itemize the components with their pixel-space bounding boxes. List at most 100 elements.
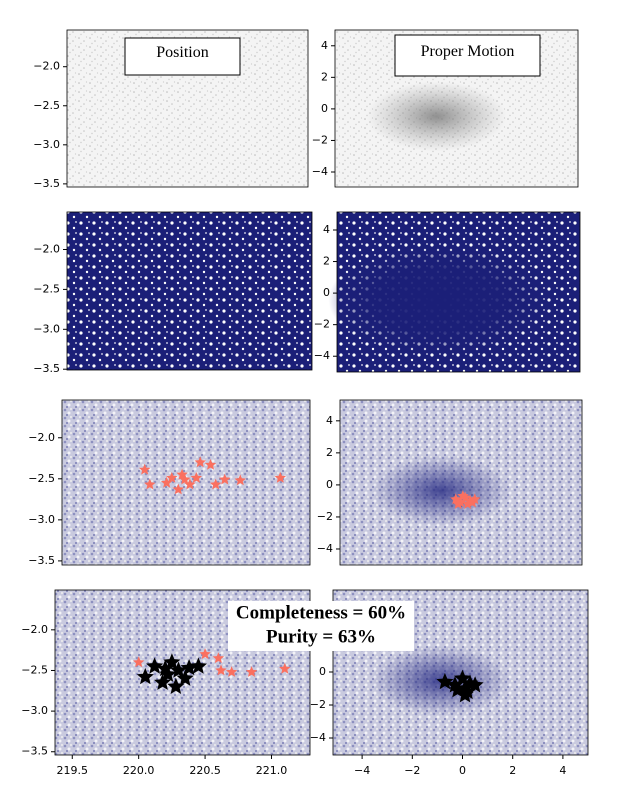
x-tick-label: 220.5 bbox=[189, 764, 221, 777]
density-core bbox=[371, 455, 511, 526]
star-point bbox=[167, 677, 185, 694]
panel: 4 2 0 −2 −4 Proper Motion bbox=[312, 29, 579, 188]
star-point bbox=[450, 493, 462, 505]
density-core bbox=[328, 245, 549, 355]
y-tick-label: −3.5 bbox=[21, 745, 48, 758]
y-tick-label: −4 bbox=[317, 542, 333, 555]
y-tick-label: −4 bbox=[312, 165, 328, 178]
panel: −2.0 −2.5 −3.0 −3.5 bbox=[33, 211, 313, 375]
y-tick-label: −2.5 bbox=[28, 472, 55, 485]
star-point bbox=[462, 498, 474, 509]
axes-frame bbox=[66, 211, 313, 371]
purity: Purity = 63% bbox=[266, 626, 376, 647]
star-point bbox=[176, 669, 194, 686]
y-tick-label: 2 bbox=[326, 446, 333, 459]
x-tick-label: −4 bbox=[354, 764, 370, 777]
star-point bbox=[464, 494, 476, 506]
point-cloud bbox=[67, 212, 312, 370]
star-point bbox=[139, 463, 151, 475]
y-tick-label: −3.5 bbox=[33, 362, 60, 375]
panel: −2.0 −2.5 −3.0 −3.5 bbox=[28, 399, 311, 567]
star-point bbox=[176, 468, 188, 480]
axes-frame bbox=[66, 29, 309, 188]
y-tick-label: −2.5 bbox=[33, 282, 60, 295]
y-tick-label: −2.5 bbox=[33, 99, 60, 112]
y-tick-label: −3.0 bbox=[21, 704, 48, 717]
title-box bbox=[124, 37, 241, 76]
star-point bbox=[466, 496, 479, 508]
y-tick-label: −3.0 bbox=[33, 322, 60, 335]
y-tick-label: 2 bbox=[323, 255, 330, 268]
y-tick-label: −2 bbox=[312, 133, 328, 146]
star-point bbox=[160, 476, 173, 488]
axes-frame bbox=[336, 211, 581, 373]
y-tick-label: −3.5 bbox=[33, 177, 60, 190]
star-point bbox=[454, 496, 467, 508]
star-point bbox=[245, 666, 258, 677]
star-point bbox=[215, 664, 227, 676]
y-tick-label: 4 bbox=[321, 39, 328, 52]
y-tick-label: −2 bbox=[317, 510, 333, 523]
star-point bbox=[179, 473, 191, 485]
star-point bbox=[163, 653, 181, 670]
panel-title: Proper Motion bbox=[421, 43, 515, 60]
star-point bbox=[190, 472, 202, 483]
star-point bbox=[194, 456, 206, 468]
y-tick-label: −2.0 bbox=[33, 60, 60, 73]
axes-frame bbox=[61, 399, 311, 566]
y-tick-label: 4 bbox=[323, 223, 330, 236]
y-tick-label: 4 bbox=[326, 414, 333, 427]
star-point bbox=[219, 473, 231, 485]
star-point bbox=[466, 676, 484, 693]
star-point bbox=[133, 656, 145, 668]
y-tick-label: 0 bbox=[323, 286, 330, 299]
star-point bbox=[234, 474, 246, 486]
y-tick-label: −4 bbox=[314, 349, 330, 362]
star-point bbox=[189, 657, 207, 674]
x-tick-label: 2 bbox=[509, 764, 516, 777]
y-tick-label: −2.0 bbox=[28, 431, 55, 444]
panel-title: Position bbox=[156, 44, 208, 61]
star-point bbox=[144, 478, 156, 490]
completeness: Completeness = 60% bbox=[236, 602, 406, 623]
star-point bbox=[436, 672, 454, 690]
panel: 4 2 0 −2 −4 bbox=[314, 211, 581, 373]
axes-frame bbox=[339, 399, 583, 566]
x-tick-label: 221.0 bbox=[256, 764, 288, 777]
panel: 0 −2 −4 −4 −2 0 2 4 bbox=[310, 589, 589, 777]
y-tick-label: −2.5 bbox=[21, 663, 48, 676]
star-point bbox=[166, 472, 178, 483]
star-point bbox=[156, 659, 174, 677]
star-point bbox=[210, 478, 222, 490]
star-point bbox=[279, 662, 291, 674]
panel: 4 2 0 −2 −4 bbox=[317, 399, 583, 566]
star-point bbox=[154, 673, 172, 690]
annotation-box bbox=[228, 601, 414, 651]
star-point bbox=[180, 659, 198, 676]
y-tick-label: −2.0 bbox=[33, 243, 60, 256]
x-tick-label: 219.5 bbox=[57, 764, 89, 777]
y-tick-label: −3.0 bbox=[28, 513, 55, 526]
y-tick-label: −4 bbox=[310, 731, 326, 744]
star-point bbox=[184, 478, 196, 490]
star-point bbox=[212, 652, 225, 664]
star-point bbox=[274, 472, 286, 483]
star-point bbox=[452, 498, 464, 509]
y-tick-label: −3.0 bbox=[33, 138, 60, 151]
y-tick-label: 0 bbox=[321, 102, 328, 115]
star-point bbox=[136, 668, 154, 685]
y-tick-label: 0 bbox=[319, 665, 326, 678]
density-core bbox=[366, 81, 507, 152]
panel: −2.0 −2.5 −3.0 −3.5 Position bbox=[33, 29, 309, 190]
star-point bbox=[199, 648, 211, 660]
x-tick-label: 220.0 bbox=[123, 764, 155, 777]
star-point bbox=[172, 483, 184, 495]
x-tick-label: 4 bbox=[559, 764, 566, 777]
star-point bbox=[146, 657, 164, 674]
x-tick-label: −2 bbox=[404, 764, 420, 777]
star-point bbox=[204, 458, 217, 470]
y-tick-label: 0 bbox=[326, 478, 333, 491]
star-point bbox=[457, 490, 469, 501]
axes-frame bbox=[54, 589, 311, 756]
